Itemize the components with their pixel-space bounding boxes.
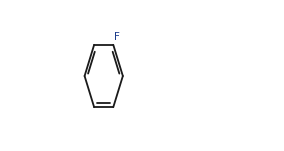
Text: F: F [114, 32, 119, 42]
